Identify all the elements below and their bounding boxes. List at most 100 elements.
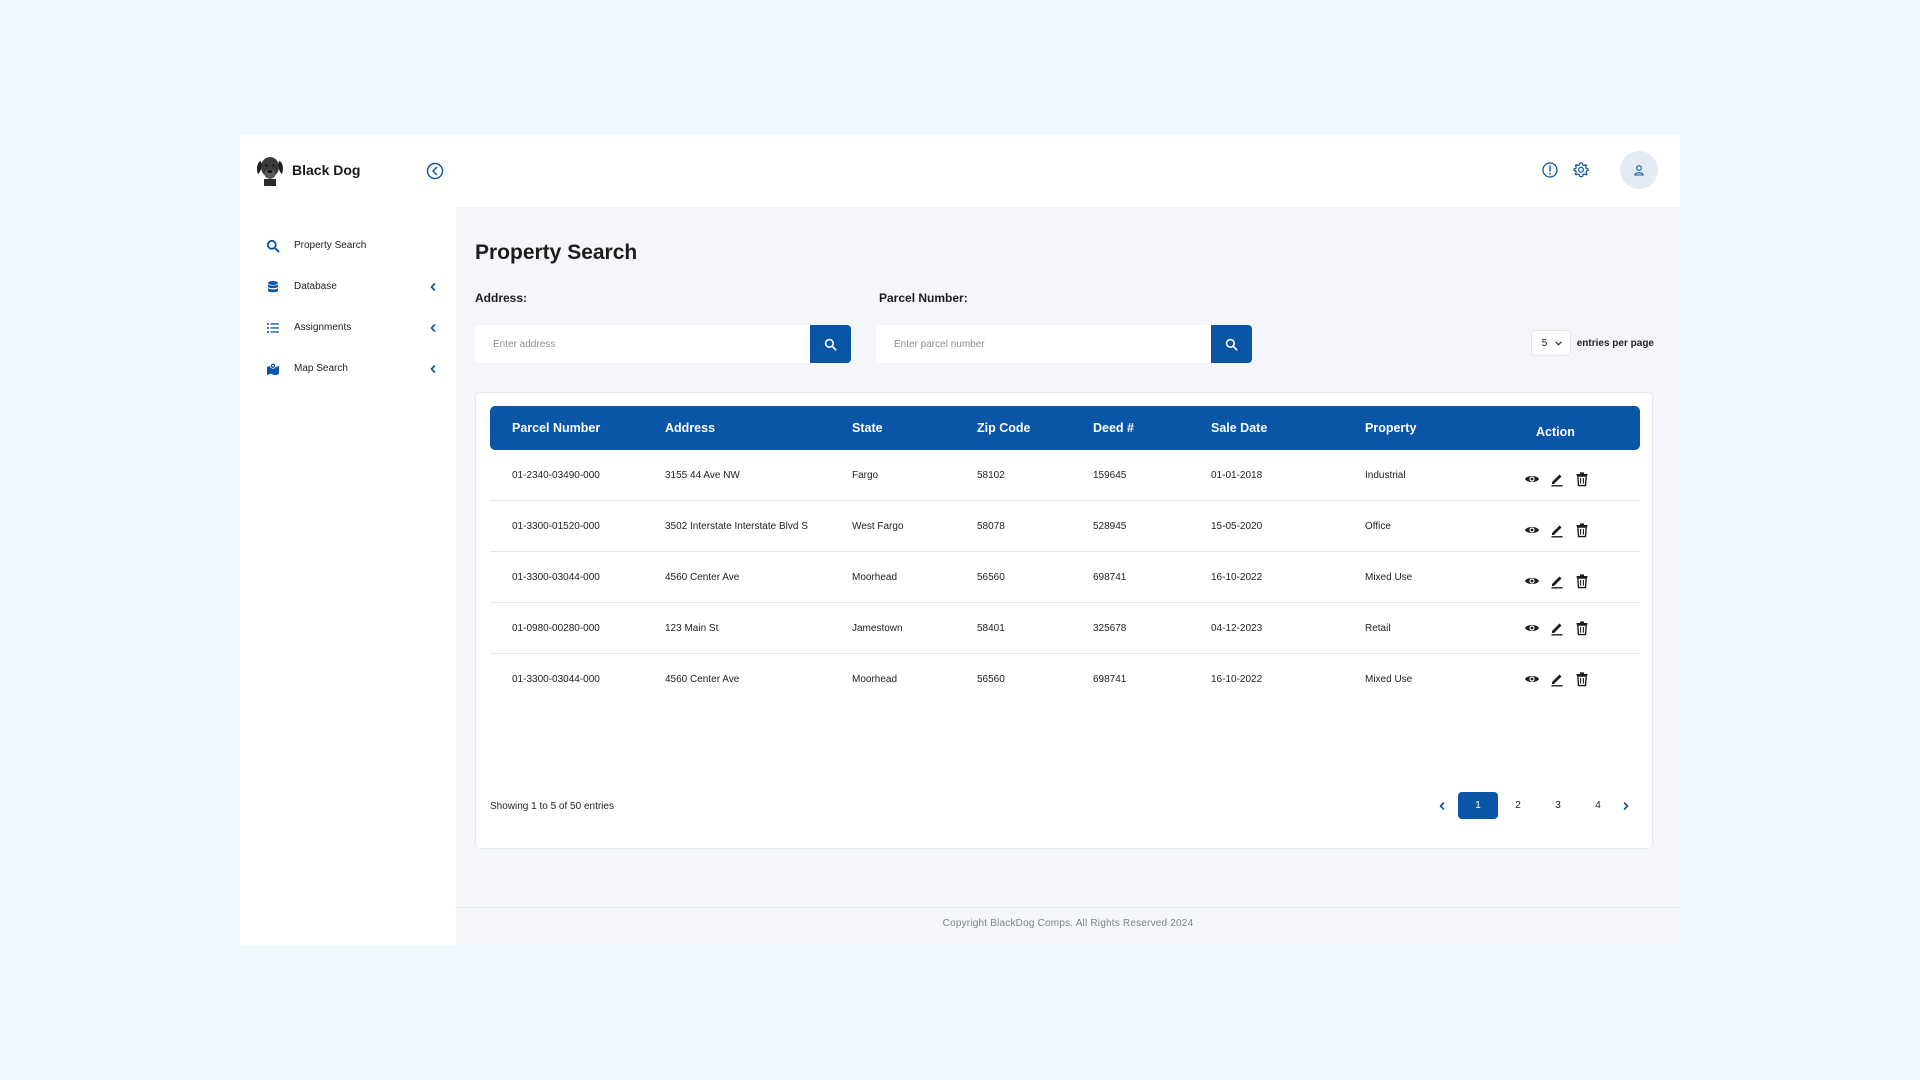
page-button-4[interactable]: 4: [1595, 800, 1601, 811]
trash-icon[interactable]: [1574, 620, 1590, 636]
cell-property: Industrial: [1365, 470, 1406, 481]
header-actions: [1541, 151, 1658, 189]
chevron-left-icon: [430, 323, 436, 332]
chevron-left-icon[interactable]: [1436, 800, 1448, 812]
entries-value: 5: [1541, 337, 1548, 349]
row-actions: [1524, 522, 1599, 538]
cell-parcel-number: 01-3300-01520-000: [512, 521, 600, 532]
sidebar-nav: Property Search Database: [240, 225, 456, 389]
parcel-number-label: Parcel Number:: [879, 291, 968, 305]
table-row[interactable]: 01-3300-01520-000 3502 Interstate Inters…: [490, 501, 1640, 552]
column-header: Action: [1536, 425, 1575, 439]
search-icon: [1225, 338, 1238, 350]
sidebar-item-label: Map Search: [294, 363, 348, 374]
sidebar-item-database[interactable]: Database: [240, 266, 456, 307]
address-search-button[interactable]: [810, 325, 851, 363]
column-header[interactable]: Zip Code: [977, 421, 1031, 435]
row-actions: [1524, 573, 1599, 589]
cell-deed: 159645: [1093, 470, 1127, 481]
eye-icon[interactable]: [1524, 573, 1540, 589]
page-button-2[interactable]: 2: [1515, 800, 1521, 811]
cell-address: 3155 44 Ave NW: [665, 470, 740, 481]
cell-deed: 528945: [1093, 521, 1127, 532]
trash-icon[interactable]: [1574, 671, 1590, 687]
page-button-1[interactable]: 1: [1458, 792, 1498, 819]
cell-sale-date: 01-01-2018: [1211, 470, 1263, 481]
chevron-left-icon: [430, 364, 436, 373]
table-row[interactable]: 01-3300-03044-000 4560 Center Ave Moorhe…: [490, 552, 1640, 603]
dog-logo-icon: [257, 157, 283, 186]
address-input[interactable]: [475, 325, 810, 363]
cell-sale-date: 15-05-2020: [1211, 521, 1263, 532]
search-icon: [824, 338, 837, 350]
table-row[interactable]: 01-3300-03044-000 4560 Center Ave Moorhe…: [490, 654, 1640, 705]
cell-deed: 325678: [1093, 623, 1127, 634]
user-avatar[interactable]: [1620, 151, 1658, 189]
cell-state: Jamestown: [852, 623, 903, 634]
address-search: [475, 325, 851, 363]
cell-zip-code: 58401: [977, 623, 1005, 634]
table-row[interactable]: 01-0980-00280-000 123 Main St Jamestown …: [490, 603, 1640, 654]
edit-icon[interactable]: [1549, 471, 1565, 487]
cell-parcel-number: 01-2340-03490-000: [512, 470, 600, 481]
cell-address: 3502 Interstate Interstate Blvd S: [665, 521, 808, 532]
eye-icon[interactable]: [1524, 522, 1540, 538]
edit-icon[interactable]: [1549, 620, 1565, 636]
cell-property: Mixed Use: [1365, 572, 1413, 583]
brand[interactable]: Black Dog: [254, 153, 360, 187]
edit-icon[interactable]: [1549, 671, 1565, 687]
collapse-sidebar-icon[interactable]: [426, 162, 444, 180]
table-header: Parcel Number Address State Zip Code Dee…: [490, 406, 1640, 450]
column-header[interactable]: State: [852, 421, 883, 435]
top-bar: Black Dog: [240, 135, 1680, 207]
page-button-3[interactable]: 3: [1555, 800, 1561, 811]
cell-parcel-number: 01-3300-03044-000: [512, 674, 600, 685]
entries-per-page: 5 entries per page: [1530, 330, 1654, 356]
cell-deed: 698741: [1093, 674, 1127, 685]
entries-label: entries per page: [1576, 337, 1654, 349]
row-actions: [1524, 620, 1599, 636]
cell-zip-code: 56560: [977, 572, 1005, 583]
cell-property: Office: [1365, 521, 1391, 532]
sidebar-item-map-search[interactable]: Map Search: [240, 348, 456, 389]
gear-icon[interactable]: [1572, 161, 1590, 179]
column-header[interactable]: Address: [665, 421, 716, 435]
edit-icon[interactable]: [1549, 573, 1565, 589]
sidebar-item-property-search[interactable]: Property Search: [240, 225, 456, 266]
cell-zip-code: 58102: [977, 470, 1005, 481]
parcel-search-button[interactable]: [1211, 325, 1252, 363]
cell-sale-date: 16-10-2022: [1211, 674, 1263, 685]
search-icon: [266, 239, 280, 252]
info-icon[interactable]: [1541, 161, 1559, 179]
eye-icon[interactable]: [1524, 671, 1540, 687]
pagination: 1 2 3 4: [1436, 792, 1632, 819]
sidebar: Property Search Database: [240, 207, 456, 945]
column-header[interactable]: Deed #: [1093, 421, 1134, 435]
cell-address: 123 Main St: [665, 623, 719, 634]
entries-select[interactable]: 5: [1530, 330, 1571, 356]
chevron-down-icon: [1555, 341, 1562, 345]
column-header[interactable]: Property: [1365, 421, 1417, 435]
trash-icon[interactable]: [1574, 522, 1590, 538]
main-content: Property Search Address: Parcel Number:: [456, 207, 1680, 945]
sidebar-item-assignments[interactable]: Assignments: [240, 307, 456, 348]
trash-icon[interactable]: [1574, 573, 1590, 589]
cell-parcel-number: 01-0980-00280-000: [512, 623, 600, 634]
parcel-number-input[interactable]: [876, 325, 1211, 363]
page-title: Property Search: [475, 241, 638, 264]
cell-zip-code: 56560: [977, 674, 1005, 685]
cell-state: Moorhead: [852, 572, 898, 583]
column-header[interactable]: Parcel Number: [512, 421, 601, 435]
column-header[interactable]: Sale Date: [1211, 421, 1268, 435]
cell-sale-date: 16-10-2022: [1211, 572, 1263, 583]
chevron-right-icon[interactable]: [1620, 800, 1632, 812]
eye-icon[interactable]: [1524, 471, 1540, 487]
table-row[interactable]: 01-2340-03490-000 3155 44 Ave NW Fargo 5…: [490, 450, 1640, 501]
cell-state: Moorhead: [852, 674, 898, 685]
table-body: 01-2340-03490-000 3155 44 Ave NW Fargo 5…: [490, 450, 1640, 705]
edit-icon[interactable]: [1549, 522, 1565, 538]
address-label: Address:: [475, 291, 528, 305]
trash-icon[interactable]: [1574, 471, 1590, 487]
row-actions: [1524, 671, 1599, 687]
eye-icon[interactable]: [1524, 620, 1540, 636]
